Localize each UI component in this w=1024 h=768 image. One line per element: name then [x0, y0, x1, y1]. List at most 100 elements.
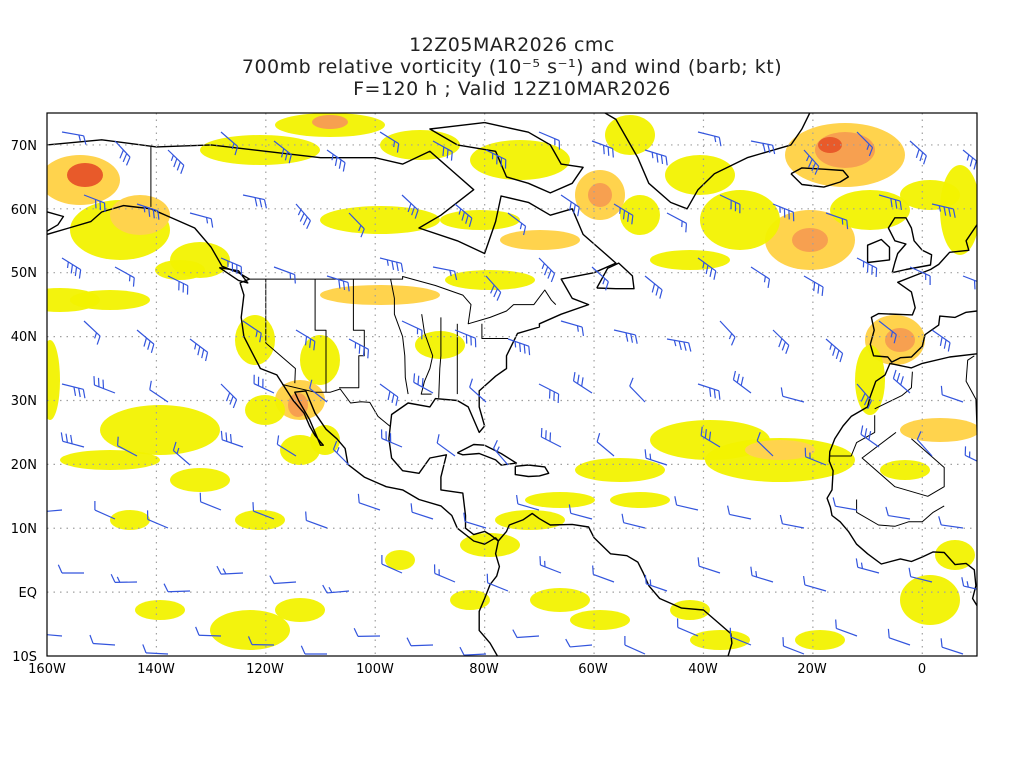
wind-barb [802, 575, 827, 592]
wind-barb [591, 140, 614, 158]
wind-barb [985, 339, 1004, 360]
vorticity-contour [588, 183, 612, 207]
vorticity-contour [792, 228, 828, 252]
wind-barb [83, 320, 101, 345]
wind-barb [931, 329, 951, 352]
vorticity-contour [690, 630, 750, 650]
wind-barb [803, 275, 824, 297]
chart-title-line-3: F=120 h ; Valid 12Z10MAR2026 [353, 78, 671, 100]
wind-barb [459, 646, 487, 656]
wind-barb [220, 383, 238, 409]
wind-barb [60, 432, 85, 448]
vorticity-contour [320, 285, 440, 305]
wind-barb [406, 637, 434, 647]
wind-barb [855, 558, 880, 574]
vorticity-contour [525, 492, 595, 508]
wind-barb [136, 203, 160, 220]
wind-barb [348, 338, 370, 359]
wind-barb [804, 447, 827, 466]
coastline [790, 167, 850, 188]
wind-barb [142, 644, 169, 655]
wind-barb [697, 131, 722, 147]
vorticity-contour [470, 140, 570, 180]
vorticity-contour [460, 533, 520, 557]
vorticity-contour [155, 260, 205, 280]
vorticity-contour [245, 395, 285, 425]
vorticity-contour [880, 460, 930, 480]
vorticity-contour [135, 600, 185, 620]
vorticity-contour [110, 510, 150, 530]
wind-barb [413, 373, 434, 394]
vorticity-contour [235, 510, 285, 530]
wind-barb [916, 431, 933, 457]
wind-barb [454, 203, 473, 227]
wind-barb [195, 626, 222, 637]
vorticity-contour [500, 230, 580, 250]
wind-barb [110, 573, 138, 583]
coastline [596, 262, 635, 290]
political-boundary [438, 317, 442, 398]
lon-tick-160w: 160W [28, 662, 66, 677]
wind-barb [540, 427, 562, 448]
vorticity-contour [110, 195, 170, 235]
wind-barb [772, 203, 795, 222]
political-boundary [874, 371, 913, 410]
wind-barb [380, 429, 403, 448]
wind-barb [727, 505, 752, 520]
wind-barb [964, 446, 977, 462]
wind-barb [538, 131, 561, 150]
wind-barb [469, 378, 487, 403]
wind-barb [401, 320, 423, 340]
wind-barb [295, 203, 311, 230]
wind-barb [94, 501, 116, 520]
coastline [456, 443, 518, 466]
coastline [866, 238, 891, 264]
wind-barb [167, 149, 185, 174]
wind-barb [61, 257, 82, 279]
political-boundary [314, 279, 327, 393]
vorticity-contour [900, 418, 977, 442]
wind-barb [779, 514, 805, 529]
wind-barb [621, 513, 646, 529]
wind-barb [89, 634, 116, 646]
wind-barb [381, 555, 403, 574]
wind-barb [189, 338, 209, 362]
wind-barb [644, 275, 663, 299]
wind-barb [493, 439, 509, 466]
wind-barb [856, 257, 878, 278]
coastline [869, 224, 977, 363]
wind-barb [887, 628, 911, 646]
wind-barb [750, 566, 774, 583]
vorticity-contour [650, 250, 730, 270]
wind-barb [93, 376, 116, 394]
wind-barb [61, 131, 87, 145]
political-boundary [249, 276, 557, 325]
wind-barb [674, 496, 699, 511]
political-boundary [282, 384, 391, 428]
lat-tick-10s: 10S [12, 650, 37, 665]
wind-barb [538, 257, 556, 283]
wind-barb [697, 257, 717, 280]
wind-barb [436, 434, 456, 457]
wind-barb [909, 266, 931, 285]
lat-tick-20n: 20N [11, 458, 37, 473]
wind-barb [908, 567, 933, 583]
wind-barb [216, 565, 244, 575]
wind-barb [322, 584, 350, 594]
wind-barb [560, 194, 580, 217]
political-boundary [856, 499, 945, 527]
lat-lon-grid [47, 113, 977, 656]
political-boundary [420, 314, 434, 395]
lon-tick-140w: 140W [137, 662, 175, 677]
lat-tick-70n: 70N [11, 139, 37, 154]
wind-barb [486, 573, 509, 592]
wind-barb [719, 320, 736, 346]
wind-barb [326, 275, 350, 292]
wind-barb [379, 257, 404, 273]
vorticity-contour [67, 163, 103, 187]
lon-tick-0: 0 [918, 662, 926, 677]
wind-barb [199, 492, 222, 511]
wind-barb [560, 320, 585, 337]
vorticity-contour [818, 137, 842, 153]
